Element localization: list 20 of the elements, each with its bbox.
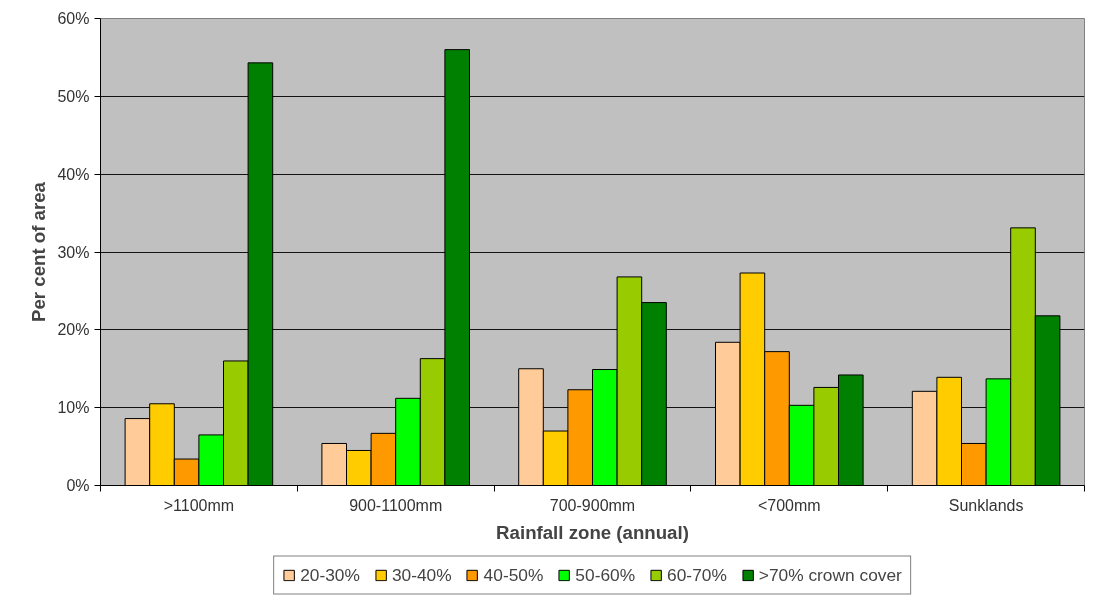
x-axis-title: Rainfall zone (annual) <box>496 521 689 543</box>
y-tick-label: 30% <box>57 243 90 261</box>
legend-label: 40-50% <box>483 564 544 586</box>
y-axis-title: Per cent of area <box>28 181 50 322</box>
legend-label: >70% crown cover <box>758 564 902 586</box>
y-tick-label: 40% <box>57 165 90 183</box>
x-tick-label: >1100mm <box>163 496 235 514</box>
x-tick-label: <700mm <box>757 496 821 514</box>
x-tick-label: 900-1100mm <box>349 496 443 514</box>
y-tick-label: 20% <box>57 321 90 339</box>
y-tick-label: 60% <box>57 10 90 27</box>
x-tick-label: Sunklands <box>948 496 1024 514</box>
legend-label: 50-60% <box>575 564 636 586</box>
x-tick-label: 700-900mm <box>549 496 636 514</box>
legend-label: 30-40% <box>391 564 452 586</box>
y-tick-label: 50% <box>57 87 90 105</box>
y-tick-label: 0% <box>66 477 90 494</box>
legend-label: 60-70% <box>667 564 727 586</box>
y-tick-label: 10% <box>57 399 90 417</box>
legend-label: 20-30% <box>300 564 360 586</box>
